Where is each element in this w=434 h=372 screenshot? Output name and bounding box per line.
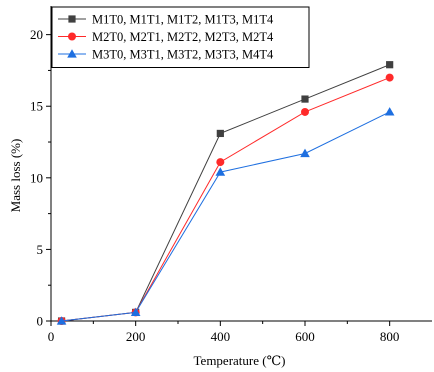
data-point — [300, 148, 310, 158]
series-line — [61, 111, 390, 322]
series-line — [61, 64, 390, 322]
series-1 — [57, 61, 394, 325]
y-tick-label: 15 — [30, 99, 43, 114]
y-tick-label: 20 — [30, 27, 43, 42]
data-point — [130, 307, 141, 317]
x-tick-label: 400 — [211, 329, 231, 344]
y-tick-label: 0 — [37, 314, 44, 329]
x-tick-label: 200 — [126, 329, 146, 344]
legend-box — [51, 6, 310, 68]
legend-marker — [67, 49, 77, 58]
legend-label: M3T0, M3T1, M3T2, M3T3, M4T4 — [92, 48, 274, 62]
series-2 — [57, 73, 394, 325]
legend-marker — [68, 32, 76, 41]
legend-entry: M3T0, M3T1, M3T2, M3T3, M4T4 — [58, 48, 274, 62]
legend-entry: M1T0, M1T1, M1T2, M1T3, M1T4 — [58, 13, 274, 27]
x-tick-label: 0 — [48, 329, 55, 344]
legend-label: M2T0, M2T1, M2T2, M2T3, M2T4 — [92, 30, 274, 44]
y-axis-title: Mass loss (%) — [8, 139, 23, 213]
legend-entry: M2T0, M2T1, M2T2, M2T3, M2T4 — [58, 30, 274, 44]
data-point — [215, 167, 226, 176]
x-axis-title: Temperature (℃) — [194, 353, 286, 368]
legend-marker — [68, 15, 76, 23]
x-tick-label: 600 — [295, 329, 315, 344]
legend: M1T0, M1T1, M1T2, M1T3, M1T4 M2T0, M2T1, … — [51, 6, 310, 68]
series-lines — [56, 61, 395, 325]
x-tick-label: 800 — [380, 329, 400, 344]
data-point — [301, 95, 309, 103]
ticks: 0 200 400 600 800 0 5 10 15 20 — [30, 27, 399, 344]
y-tick-label: 10 — [30, 170, 43, 185]
data-point — [385, 73, 394, 82]
series-3 — [56, 107, 395, 325]
data-point — [216, 158, 225, 167]
data-point — [301, 107, 309, 116]
data-point — [56, 316, 67, 325]
axes: Temperature (℃) Mass loss (%) — [8, 6, 432, 368]
y-tick-label: 5 — [37, 242, 44, 257]
data-point — [386, 61, 394, 69]
data-point — [384, 107, 395, 116]
data-point — [216, 129, 224, 138]
series-line — [61, 77, 390, 322]
legend-label: M1T0, M1T1, M1T2, M1T3, M1T4 — [92, 13, 274, 27]
